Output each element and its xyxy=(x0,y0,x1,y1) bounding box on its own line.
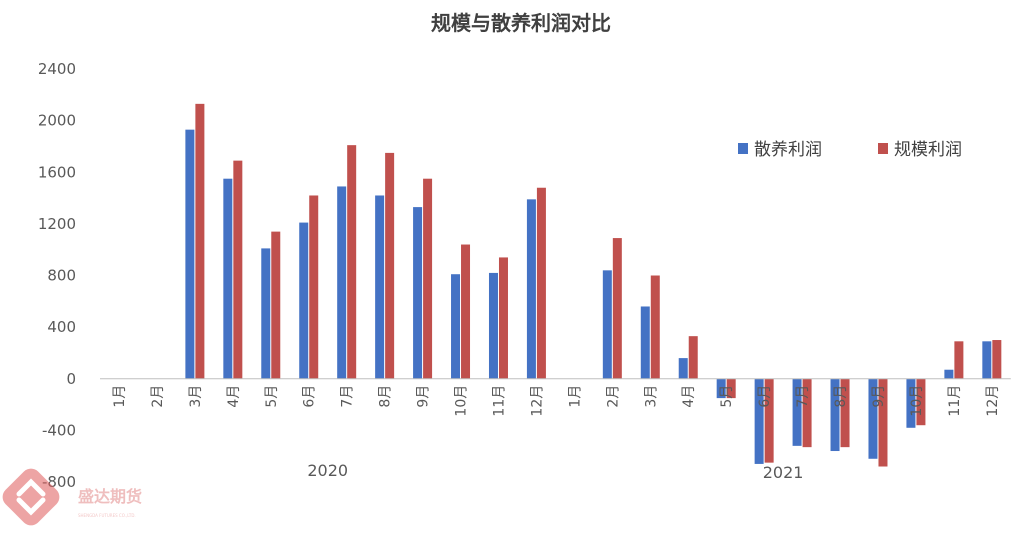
x-category-label: 2月 xyxy=(605,385,621,408)
bar-scale xyxy=(992,340,1002,379)
x-category-label: 11月 xyxy=(947,385,963,417)
x-axis-categories: 1月 2月 3月 4月 5月 6月 7月 8月 9月 10月 11月 12月 1月 2月 3月 4月 5月 6月 7… xyxy=(112,385,1001,417)
bar-scatter xyxy=(906,378,916,428)
bar-scale xyxy=(423,178,433,379)
bar-scatter xyxy=(868,378,878,459)
y-tick-label: 2000 xyxy=(38,112,76,130)
x-category-label: 12月 xyxy=(529,385,545,417)
y-tick-label: -400 xyxy=(42,421,76,439)
bar-scale xyxy=(309,195,319,379)
bar-scatter xyxy=(602,270,612,379)
x-category-label: 7月 xyxy=(795,385,811,408)
bar-scale xyxy=(840,378,850,448)
bar-scatter xyxy=(413,207,423,379)
x-category-label: 4月 xyxy=(226,385,242,408)
bar-scatter xyxy=(830,378,840,452)
legend-label: 散养利润 xyxy=(754,140,822,160)
x-category-label: 3月 xyxy=(643,385,659,408)
x-category-label: 1月 xyxy=(112,385,128,408)
y-tick-label: 2400 xyxy=(38,60,76,78)
bar-scatter xyxy=(754,378,764,464)
legend-swatch xyxy=(878,143,888,154)
x-category-label: 8月 xyxy=(378,385,394,408)
x-category-label: 5月 xyxy=(719,385,735,408)
x-category-label: 10月 xyxy=(909,385,925,417)
x-category-label: 6月 xyxy=(302,385,318,408)
y-tick-label: 800 xyxy=(47,267,76,285)
bar-scatter xyxy=(299,222,309,379)
bar-scatter xyxy=(375,195,385,379)
y-tick-label: 1200 xyxy=(38,215,76,233)
bar-scatter xyxy=(337,186,347,379)
bar-scatter xyxy=(678,358,688,379)
x-category-label: 2月 xyxy=(150,385,166,408)
bar-scatter xyxy=(185,129,195,379)
x-category-label: 12月 xyxy=(985,385,1001,417)
watermark: 盛达期货 SHENGDA FUTURES CO.,LTD. xyxy=(2,468,142,526)
y-tick-label: 1600 xyxy=(38,163,76,181)
watermark-subtitle: SHENGDA FUTURES CO.,LTD. xyxy=(78,513,136,518)
x-category-label: 3月 xyxy=(188,385,204,408)
bar-scatter xyxy=(982,341,992,379)
bars xyxy=(185,103,1002,467)
year-label: 2021 xyxy=(763,463,804,482)
x-category-label: 4月 xyxy=(681,385,697,408)
bar-scatter xyxy=(716,378,726,399)
bar-scale xyxy=(916,378,926,426)
legend-swatch xyxy=(738,143,748,154)
x-category-label: 1月 xyxy=(567,385,583,408)
bar-scatter xyxy=(488,272,498,379)
bar-scale xyxy=(536,187,546,379)
watermark-logo-icon xyxy=(2,468,60,526)
bar-scale xyxy=(612,238,622,379)
bar-scale xyxy=(347,145,357,379)
bar-scale xyxy=(385,152,395,379)
bar-scale xyxy=(195,103,205,379)
bar-scale xyxy=(954,341,964,379)
bar-scale xyxy=(802,378,812,448)
bar-scale xyxy=(764,378,774,463)
year-label: 2020 xyxy=(307,461,348,480)
chart-title: 规模与散养利润对比 xyxy=(431,11,611,35)
legend: 散养利润 规模利润 xyxy=(738,140,962,160)
bar-scatter xyxy=(944,369,954,379)
x-category-label: 7月 xyxy=(340,385,356,408)
bar-scatter xyxy=(526,199,536,379)
x-category-label: 9月 xyxy=(871,385,887,408)
x-category-label: 9月 xyxy=(416,385,432,408)
bar-scale xyxy=(650,275,660,379)
watermark-name: 盛达期货 xyxy=(78,487,142,506)
bar-scatter xyxy=(261,248,271,379)
bar-scale xyxy=(498,257,508,379)
x-category-label: 11月 xyxy=(491,385,507,417)
year-labels: 2020 2021 xyxy=(307,461,803,482)
bar-scale xyxy=(878,378,888,467)
bar-scatter xyxy=(451,274,461,379)
y-tick-label: 400 xyxy=(47,318,76,336)
bar-scatter xyxy=(640,306,650,379)
bar-scatter xyxy=(223,178,233,379)
bar-scale xyxy=(726,378,736,399)
bar-scatter xyxy=(792,378,802,446)
bar-scale xyxy=(271,231,281,379)
bar-scale xyxy=(461,244,471,379)
x-category-label: 10月 xyxy=(454,385,470,417)
x-category-label: 8月 xyxy=(833,385,849,408)
bar-scale xyxy=(233,160,243,379)
bar-scale xyxy=(688,336,698,379)
x-category-label: 6月 xyxy=(757,385,773,408)
x-category-label: 5月 xyxy=(264,385,280,408)
legend-label: 规模利润 xyxy=(894,140,962,160)
y-tick-label: 0 xyxy=(66,370,76,388)
